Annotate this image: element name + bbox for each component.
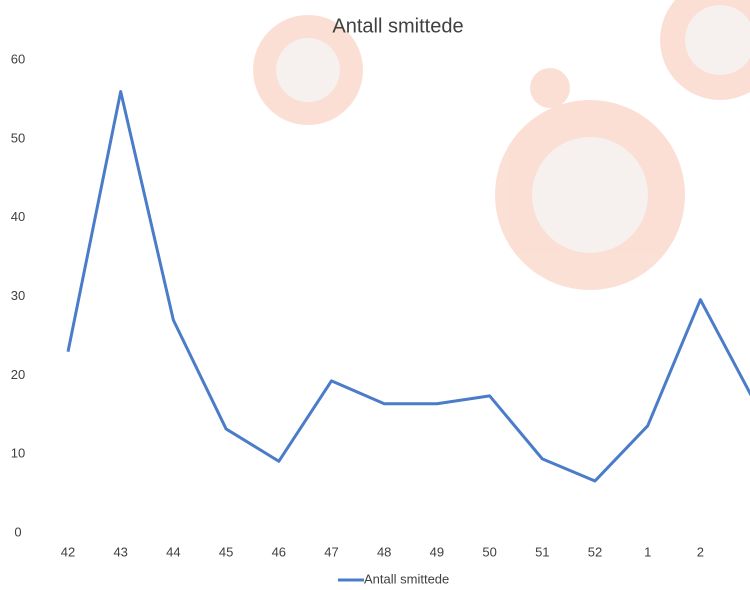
y-tick-label: 10 — [11, 446, 25, 461]
x-tick-label: 47 — [324, 544, 338, 559]
x-tick-label: 45 — [219, 544, 233, 559]
y-tick-label: 20 — [11, 367, 25, 382]
x-tick-label: 52 — [588, 544, 602, 559]
x-tick-label: 48 — [377, 544, 391, 559]
virus-decoration — [253, 0, 750, 290]
y-tick-label: 0 — [14, 524, 21, 539]
chart-title: Antall smittede — [332, 15, 463, 37]
x-tick-label: 44 — [166, 544, 180, 559]
chart: Antall smittede 0 10 20 30 40 50 60 42 43 44 45 46 4… — [0, 0, 750, 590]
x-tick-label: 50 — [482, 544, 496, 559]
x-tick-label: 49 — [430, 544, 444, 559]
x-tick-label: 2 — [697, 544, 704, 559]
x-tick-label: 1 — [644, 544, 651, 559]
x-tick-label: 51 — [535, 544, 549, 559]
x-tick-label: 43 — [113, 544, 127, 559]
x-tick-label: 46 — [272, 544, 286, 559]
y-tick-label: 50 — [11, 130, 25, 145]
y-tick-label: 60 — [11, 51, 25, 66]
y-tick-label: 30 — [11, 288, 25, 303]
y-tick-label: 40 — [11, 209, 25, 224]
legend-label: Antall smittede — [364, 571, 449, 586]
x-tick-label: 42 — [61, 544, 75, 559]
